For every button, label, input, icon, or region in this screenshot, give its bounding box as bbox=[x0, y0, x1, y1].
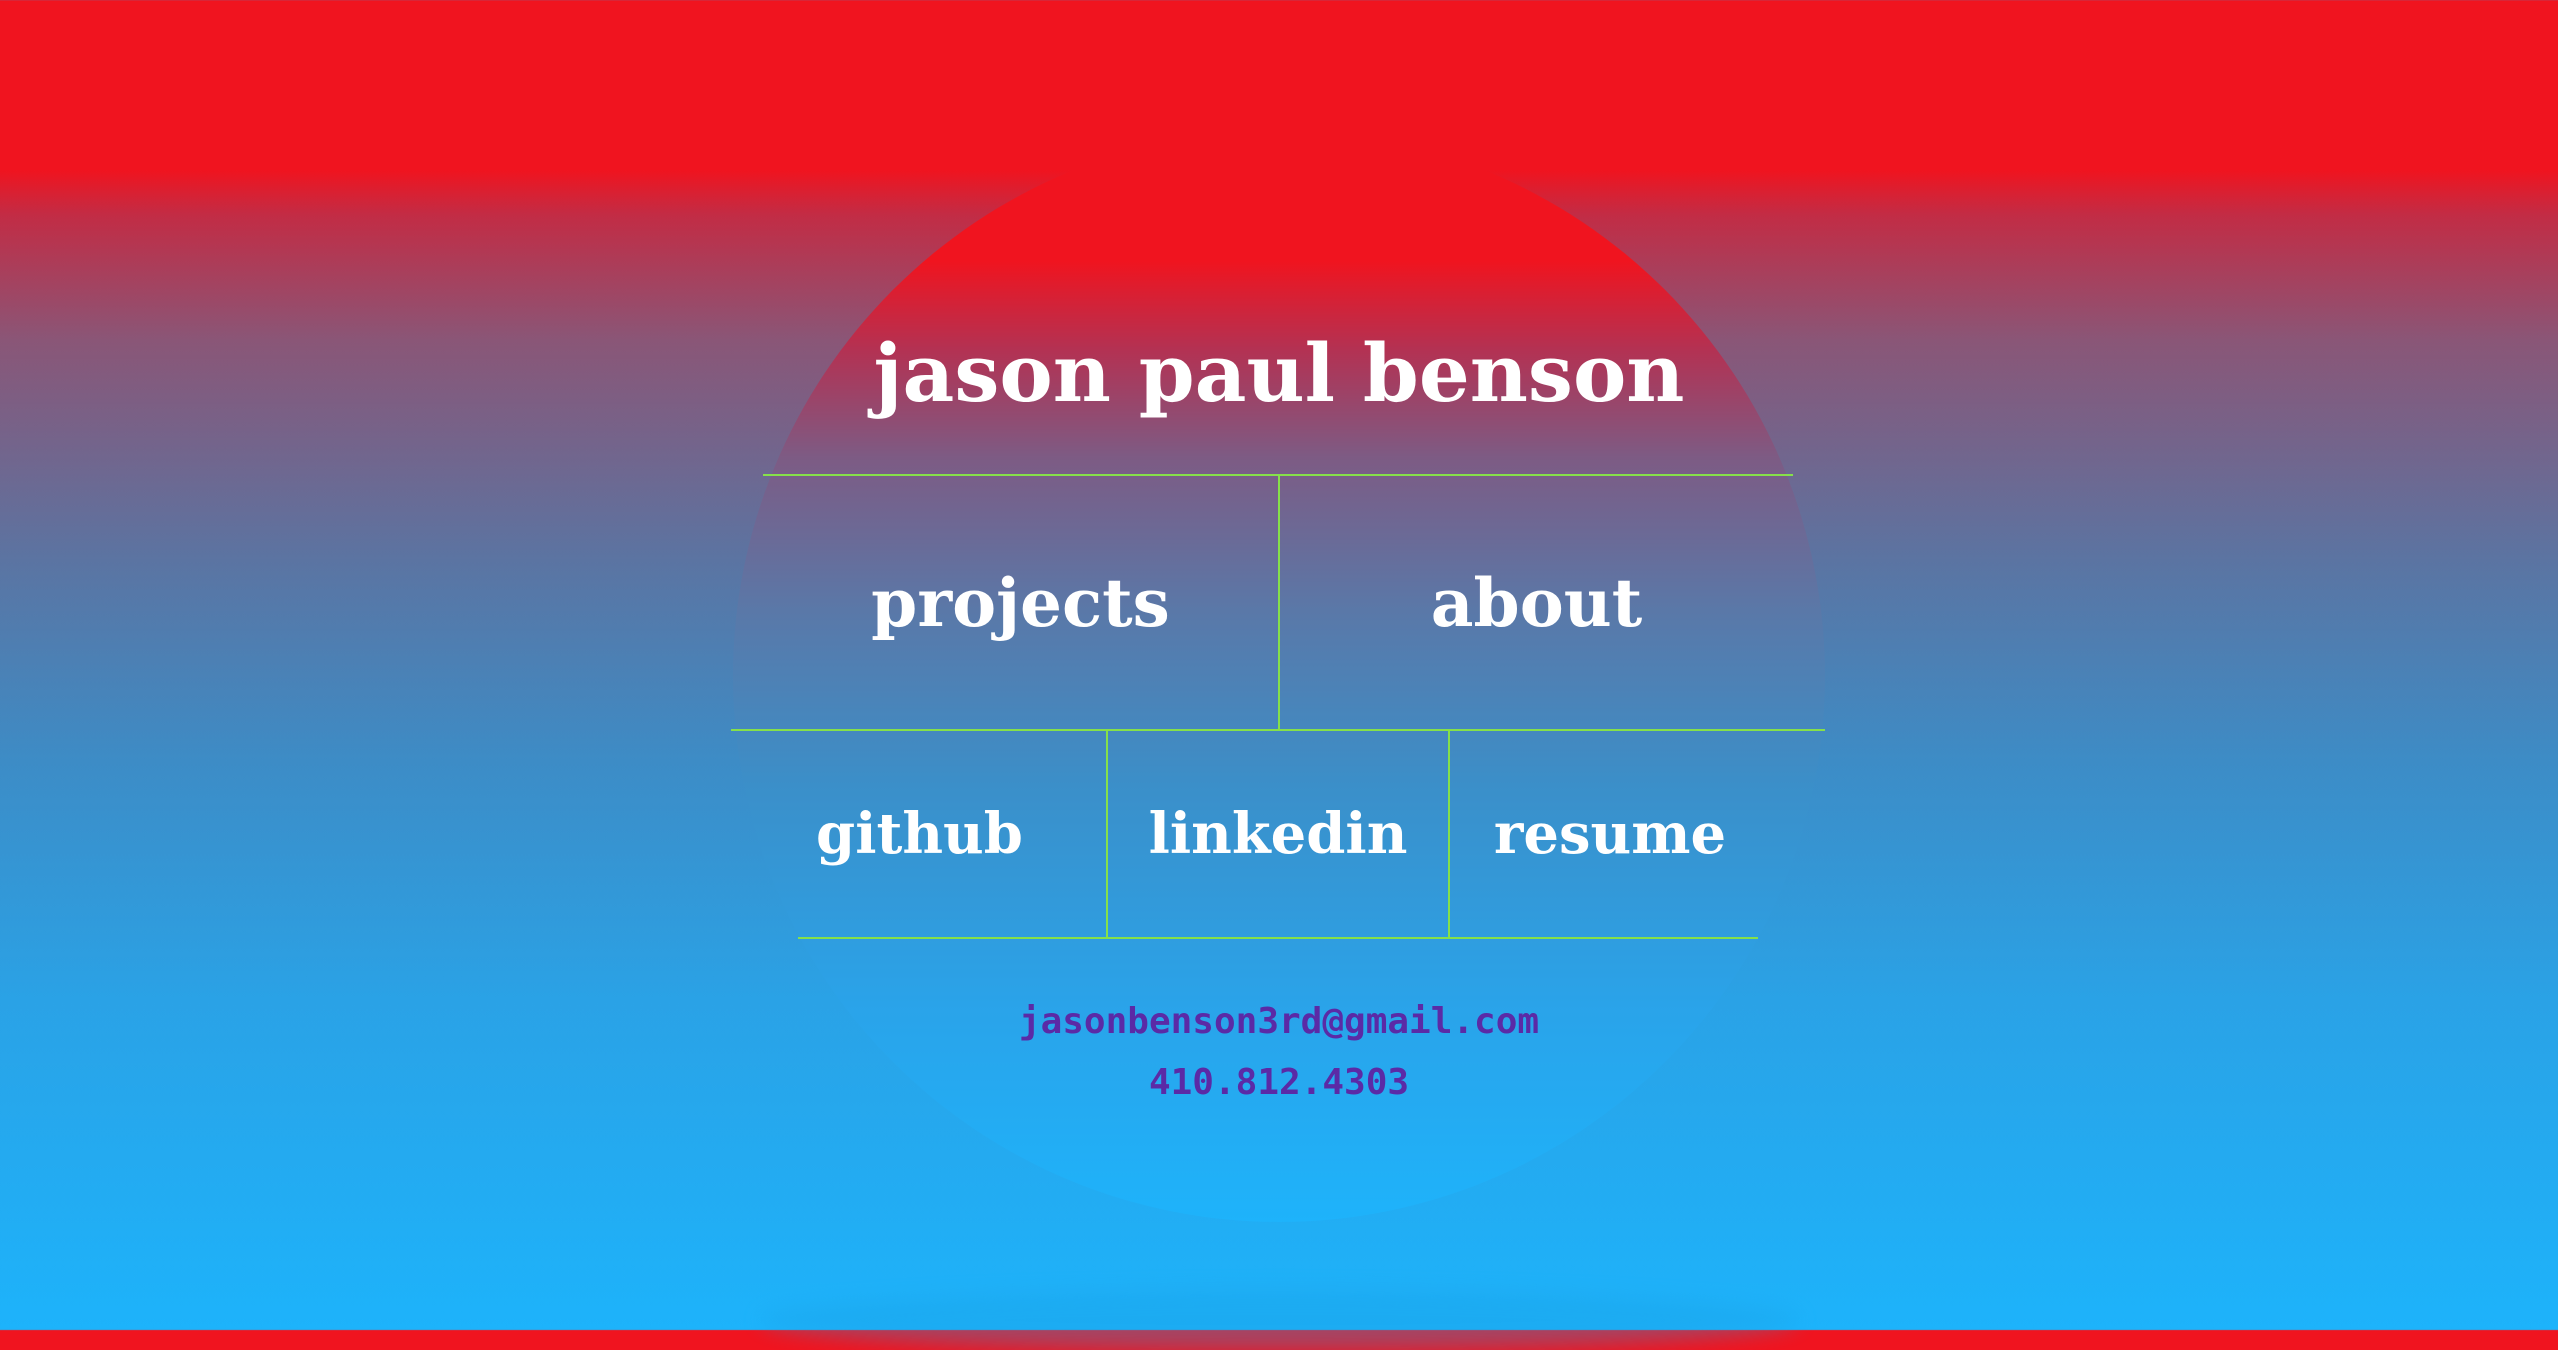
divider-middle bbox=[731, 729, 1825, 731]
contact-phone[interactable]: 410.812.4303 bbox=[1148, 1062, 1410, 1103]
nav-link-linkedin[interactable]: linkedin bbox=[1108, 731, 1448, 937]
about-label: about bbox=[1430, 563, 1643, 642]
nav-link-projects[interactable]: projects bbox=[763, 476, 1278, 729]
bottom-shadow bbox=[760, 1290, 1800, 1350]
resume-label: resume bbox=[1493, 801, 1727, 867]
divider-github-linkedin bbox=[1106, 730, 1108, 938]
linkedin-label: linkedin bbox=[1148, 801, 1408, 867]
nav-link-about[interactable]: about bbox=[1280, 476, 1793, 729]
nav-link-resume[interactable]: resume bbox=[1450, 731, 1770, 937]
github-label: github bbox=[816, 801, 1023, 867]
projects-label: projects bbox=[871, 563, 1170, 642]
divider-bottom bbox=[798, 937, 1758, 939]
contact-email[interactable]: jasonbenson3rd@gmail.com bbox=[1018, 1001, 1540, 1042]
divider-projects-about bbox=[1278, 474, 1280, 730]
page-title: jason paul benson bbox=[873, 326, 1685, 420]
nav-link-github[interactable]: github bbox=[733, 731, 1106, 937]
divider-linkedin-resume bbox=[1448, 730, 1450, 938]
